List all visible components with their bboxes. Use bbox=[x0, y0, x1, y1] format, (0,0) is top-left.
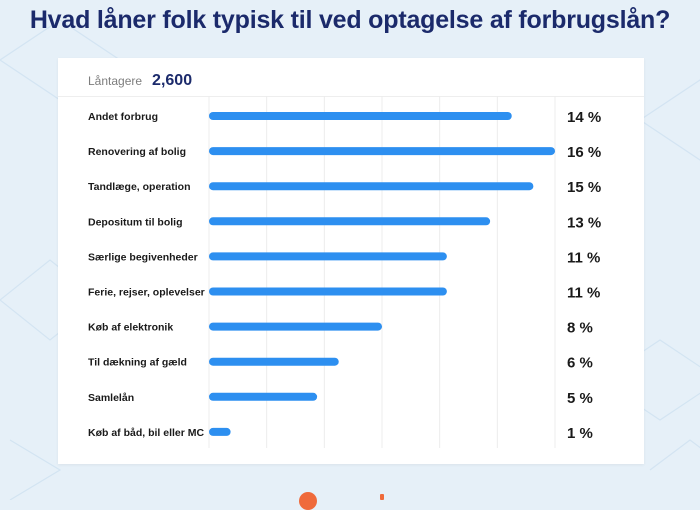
bar bbox=[209, 217, 491, 226]
bar bbox=[209, 112, 512, 120]
category-label: Renovering af bolig bbox=[88, 146, 186, 158]
bar bbox=[209, 182, 534, 191]
header-divider bbox=[58, 96, 644, 97]
bar bbox=[209, 252, 447, 261]
category-label: Depositum til bolig bbox=[88, 216, 183, 228]
bar bbox=[209, 427, 231, 436]
bar bbox=[209, 392, 318, 401]
brand-logo bbox=[299, 492, 317, 510]
value-label: 16 % bbox=[567, 144, 601, 161]
value-label: 5 % bbox=[567, 390, 593, 407]
category-label: Ferie, rejser, oplevelser bbox=[88, 287, 205, 299]
page-title: Hvad låner folk typisk til ved optagelse… bbox=[29, 6, 671, 34]
chart-card: Låntagere 2,600 Andet forbrug 14 % Renover… bbox=[58, 58, 644, 464]
borrowers-info: Låntagere 2,600 bbox=[88, 72, 192, 90]
value-label: 11 % bbox=[567, 285, 600, 302]
borrowers-value: 2,600 bbox=[152, 72, 193, 89]
category-label: Tandlæge, operation bbox=[88, 181, 190, 193]
brand-logo-accent bbox=[380, 494, 384, 500]
bar bbox=[209, 147, 555, 156]
value-label: 14 % bbox=[567, 109, 601, 126]
value-label: 1 % bbox=[567, 425, 593, 442]
category-label: Køb af elektronik bbox=[88, 322, 173, 334]
borrowers-label: Låntagere bbox=[88, 74, 143, 88]
bar-chart: Andet forbrug 14 % Renovering af bolig 16 %… bbox=[88, 96, 601, 448]
value-label: 6 % bbox=[567, 355, 593, 372]
value-label: 8 % bbox=[567, 320, 593, 337]
category-label: Køb af båd, bil eller MC bbox=[88, 427, 205, 439]
value-label: 15 % bbox=[567, 179, 601, 196]
value-label: 11 % bbox=[567, 249, 600, 266]
category-label: Særlige begivenheder bbox=[88, 251, 198, 263]
category-label: Samlelån bbox=[88, 392, 134, 404]
category-label: Andet forbrug bbox=[88, 111, 158, 123]
category-label: Til dækning af gæld bbox=[88, 357, 187, 369]
bar bbox=[209, 322, 382, 331]
bar bbox=[209, 287, 447, 296]
bar bbox=[209, 357, 339, 366]
value-label: 13 % bbox=[567, 214, 601, 231]
